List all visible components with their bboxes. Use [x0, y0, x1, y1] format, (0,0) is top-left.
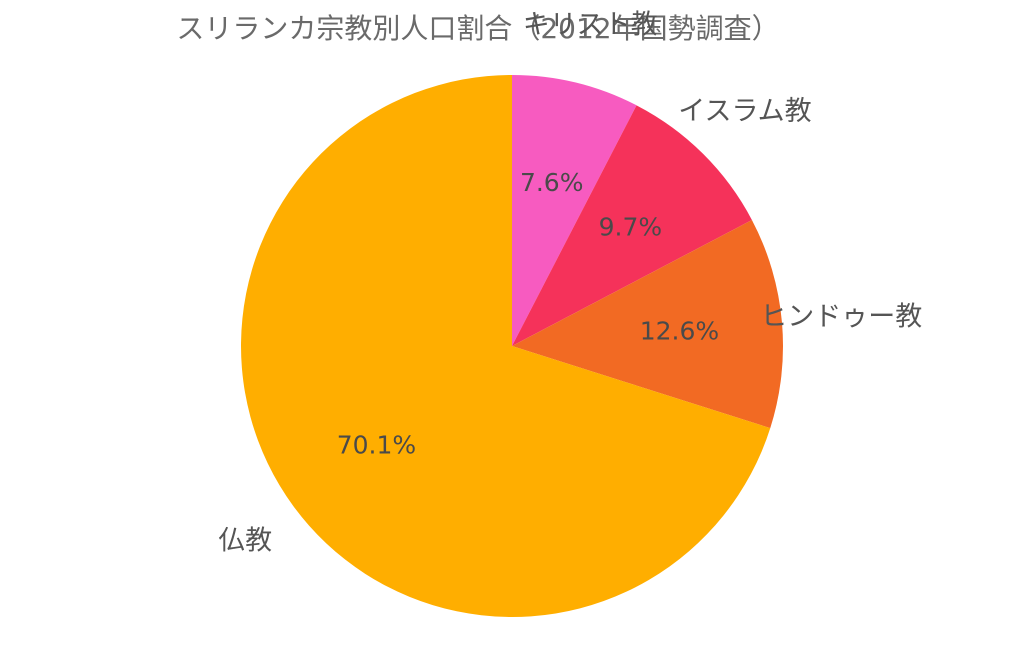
pie-slice-1 — [512, 105, 752, 346]
slice-value-label-1: 9.7% — [599, 212, 663, 241]
slice-category-label-3: 仏教 — [218, 526, 272, 557]
pie-slice-0 — [512, 75, 637, 346]
slice-category-label-0: キリスト教 — [523, 9, 658, 40]
chart-title: スリランカ宗教別人口割合（2012年国勢調査） — [176, 12, 779, 45]
slice-value-label-2: 12.6% — [640, 317, 719, 346]
slice-value-label-3: 70.1% — [337, 431, 416, 460]
pie-slice-2 — [512, 219, 784, 429]
pie-labels: 7.6% キリスト教 9.7% イスラム教 12.6% ヒンドゥー教 70.1% 仏教 — [218, 9, 922, 556]
pie-slice-3 — [241, 75, 771, 617]
slice-value-label-0: 7.6% — [520, 168, 584, 197]
slice-category-label-2: ヒンドゥー教 — [760, 302, 922, 333]
slice-category-label-1: イスラム教 — [678, 96, 811, 127]
pie-slices — [241, 75, 784, 617]
